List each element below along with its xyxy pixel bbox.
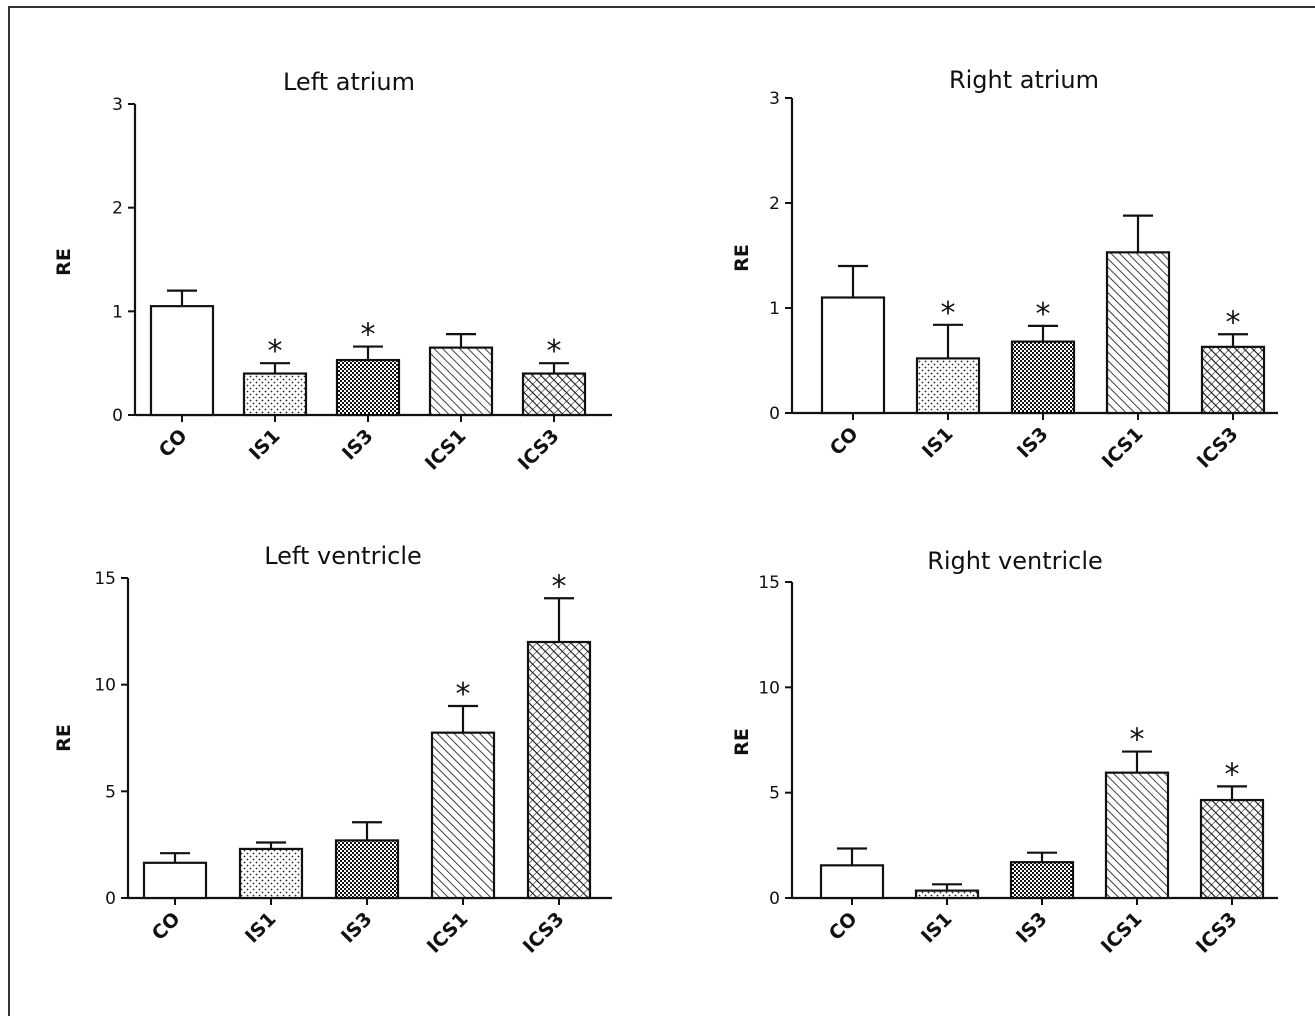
y-axis-label: RE — [731, 728, 753, 756]
significance-star: * — [456, 677, 471, 712]
y-tick-label: 10 — [758, 678, 780, 698]
x-tick-label: IS1 — [241, 908, 281, 948]
bar-co — [142, 861, 208, 900]
chart-panel-right-atrium: Right atrium RE 0 1 2 3 CO IS1 * IS3 * ICS1 ICS3 * — [731, 66, 1278, 473]
x-tick-label: CO — [148, 908, 185, 945]
significance-star: * — [361, 318, 376, 353]
x-tick-label: ICS3 — [519, 908, 569, 958]
x-tick-label: CO — [155, 425, 192, 462]
y-tick-label: 15 — [758, 573, 780, 593]
bar-ics1 — [1105, 251, 1171, 415]
x-tick-label: ICS3 — [1193, 423, 1243, 473]
bar-is3 — [1010, 340, 1076, 415]
chart-panel-right-ventricle: Right ventricle RE 0 5 10 15 CO IS1 IS3 ICS1 * ICS3… — [731, 547, 1278, 958]
bar-ics3 — [526, 640, 592, 900]
chart-title: Right ventricle — [927, 547, 1103, 575]
bar-co — [819, 864, 885, 900]
significance-star: * — [547, 334, 562, 369]
y-tick-label: 0 — [112, 406, 123, 426]
bar-is1 — [238, 847, 304, 900]
chart-title: Left ventricle — [264, 542, 422, 570]
y-tick-label: 1 — [769, 299, 780, 319]
bar-is3 — [1009, 861, 1075, 900]
chart-panel-left-ventricle: Left ventricle RE 0 5 10 15 CO IS1 IS3 ICS1 * ICS3 * — [53, 542, 612, 958]
x-tick-label: ICS1 — [421, 425, 471, 475]
y-axis-label: RE — [53, 724, 75, 752]
x-tick-label: IS1 — [918, 423, 958, 463]
y-tick-label: 10 — [94, 676, 116, 696]
bar-co — [149, 305, 215, 417]
y-tick-label: 5 — [105, 782, 116, 802]
y-tick-label: 15 — [94, 569, 116, 589]
y-tick-label: 0 — [769, 889, 780, 909]
y-tick-label: 1 — [112, 302, 123, 322]
significance-star: * — [1225, 757, 1240, 792]
y-tick-label: 2 — [112, 199, 123, 219]
x-tick-label: CO — [825, 908, 862, 945]
bar-ics1 — [1104, 771, 1170, 900]
bar-ics3 — [1199, 798, 1265, 900]
x-tick-label: IS3 — [1012, 908, 1052, 948]
figure-frame — [8, 6, 1315, 1016]
y-tick-label: 2 — [769, 194, 780, 214]
chart-panel-left-atrium: Left atrium RE 0 1 2 3 CO IS1 * IS3 * ICS1 ICS3 * — [53, 68, 612, 475]
significance-star: * — [941, 296, 956, 331]
significance-star: * — [1036, 297, 1051, 332]
significance-star: * — [552, 569, 567, 604]
y-tick-label: 0 — [769, 404, 780, 424]
bar-is3 — [335, 358, 401, 417]
x-tick-label: IS3 — [337, 908, 377, 948]
x-tick-label: ICS1 — [423, 908, 473, 958]
x-tick-label: ICS3 — [514, 425, 564, 475]
bar-ics1 — [430, 731, 496, 900]
y-tick-label: 3 — [112, 95, 123, 115]
bar-is1 — [914, 889, 980, 900]
x-tick-label: IS1 — [245, 425, 285, 465]
x-tick-label: IS1 — [917, 908, 957, 948]
significance-star: * — [268, 334, 283, 369]
x-tick-label: IS3 — [1013, 423, 1053, 463]
bar-is1 — [242, 372, 308, 417]
significance-star: * — [1130, 723, 1145, 758]
bar-is3 — [334, 839, 400, 900]
x-tick-label: ICS1 — [1098, 423, 1148, 473]
bar-is1 — [915, 357, 981, 415]
x-tick-label: IS3 — [338, 425, 378, 465]
chart-title: Left atrium — [283, 68, 415, 96]
y-axis-label: RE — [731, 244, 753, 272]
bar-ics3 — [1200, 345, 1266, 415]
significance-star: * — [1226, 305, 1241, 340]
x-tick-label: ICS3 — [1192, 908, 1242, 958]
x-tick-label: CO — [826, 423, 863, 460]
y-axis-label: RE — [53, 248, 75, 276]
bar-ics1 — [428, 346, 494, 417]
y-tick-label: 3 — [769, 89, 780, 109]
bar-ics3 — [521, 372, 587, 417]
y-tick-label: 0 — [105, 889, 116, 909]
x-tick-label: ICS1 — [1097, 908, 1147, 958]
chart-title: Right atrium — [949, 66, 1099, 94]
y-tick-label: 5 — [769, 784, 780, 804]
bar-co — [820, 296, 886, 415]
